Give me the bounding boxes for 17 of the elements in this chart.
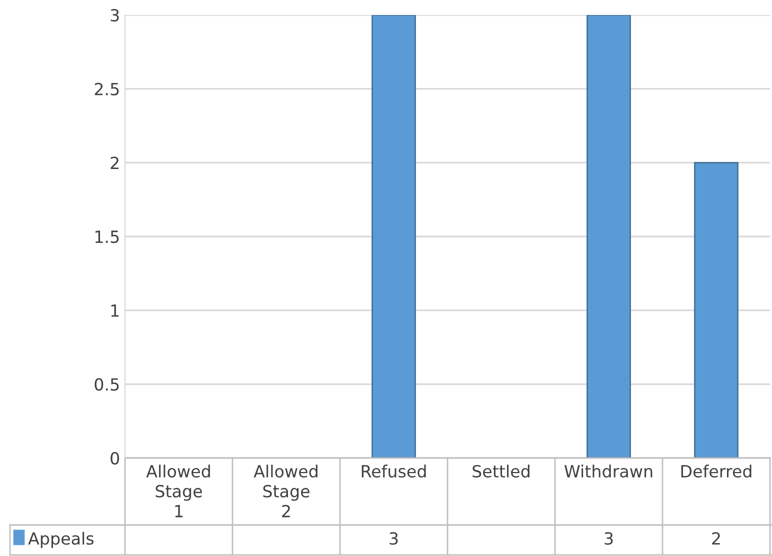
x-tick-label: Deferred <box>681 464 752 478</box>
y-tick-label: 1 <box>111 304 119 317</box>
y-tick-label: 0.5 <box>94 378 119 391</box>
y-tick-label: 2 <box>110 156 118 169</box>
x-tick-label: Allowed Stage 1 <box>146 464 210 518</box>
x-tick-label: Refused <box>362 464 426 478</box>
x-tick-label: Settled <box>472 464 530 478</box>
y-tick-label: 2.5 <box>94 82 119 96</box>
y-tick-label: 0 <box>110 452 120 465</box>
legend-label: Appeals <box>28 532 94 548</box>
y-tick-label: 1.5 <box>95 230 119 244</box>
data-label: 3 <box>390 532 398 545</box>
x-tick-label: Allowed Stage 2 <box>254 464 318 518</box>
data-label: 3 <box>604 532 613 545</box>
y-tick-label: 3 <box>110 8 119 22</box>
data-label: 2 <box>712 532 720 545</box>
x-tick-label: Withdrawn <box>564 464 652 478</box>
